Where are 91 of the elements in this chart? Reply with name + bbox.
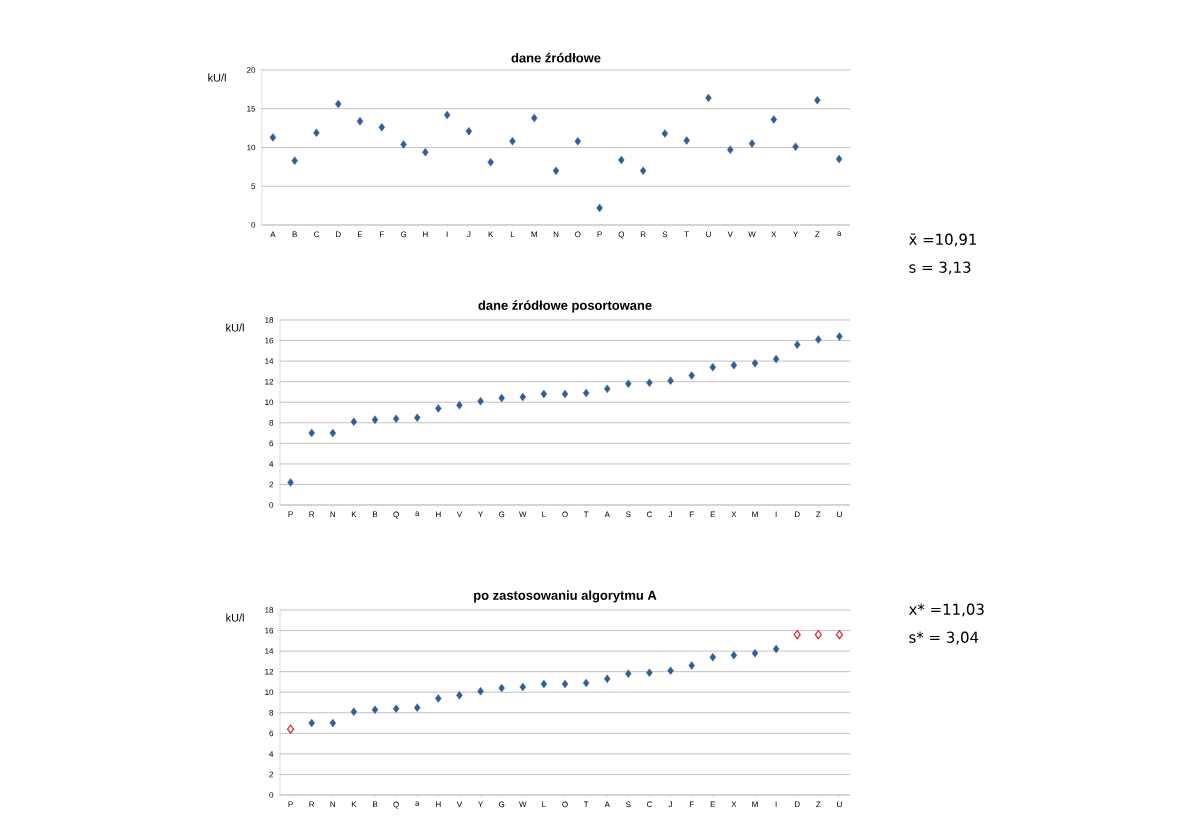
point — [561, 679, 569, 689]
point — [667, 666, 674, 675]
point — [814, 96, 821, 105]
point — [772, 354, 780, 364]
point — [465, 127, 473, 136]
point — [487, 158, 494, 167]
text: x* =11,03 — [908, 603, 984, 617]
point — [705, 93, 712, 103]
point — [422, 147, 429, 157]
point — [574, 137, 581, 146]
point — [836, 332, 843, 341]
point — [835, 630, 844, 640]
point — [531, 113, 538, 123]
chart-title: dane źródłowe — [511, 52, 601, 63]
point — [350, 707, 358, 716]
point — [639, 166, 647, 175]
text: s = 3,13 — [909, 261, 971, 275]
point — [814, 630, 822, 640]
point — [350, 417, 358, 426]
point — [709, 653, 716, 662]
point — [748, 139, 756, 148]
point — [596, 203, 603, 213]
point — [291, 156, 298, 165]
point — [646, 378, 653, 387]
point — [730, 651, 738, 660]
chart-title: dane źródłowe posortowane — [478, 300, 652, 313]
point — [751, 358, 759, 368]
point — [313, 128, 320, 137]
point — [335, 99, 342, 109]
point — [772, 644, 780, 654]
point — [727, 145, 734, 155]
point — [435, 404, 442, 413]
point — [287, 478, 294, 487]
chart-title: po zastosowaniu algorytmu A — [474, 590, 657, 603]
point — [751, 648, 759, 658]
point — [400, 140, 407, 149]
point — [794, 340, 801, 349]
point — [456, 691, 463, 700]
point — [540, 389, 548, 399]
point — [456, 401, 463, 410]
point — [519, 682, 526, 692]
point — [371, 415, 379, 424]
point — [835, 154, 843, 164]
point — [683, 136, 690, 145]
point — [661, 129, 669, 138]
point — [392, 414, 400, 423]
point — [540, 679, 548, 689]
point — [509, 137, 516, 146]
point — [308, 428, 315, 438]
point — [519, 392, 526, 402]
point — [793, 630, 801, 640]
point — [414, 703, 421, 712]
point — [792, 142, 799, 151]
point — [356, 116, 364, 126]
point — [498, 683, 505, 693]
point — [477, 396, 484, 406]
point — [688, 371, 695, 380]
point — [625, 669, 632, 678]
text: s* = 3,04 — [909, 631, 979, 645]
point — [688, 661, 695, 670]
point — [709, 363, 716, 372]
point — [477, 686, 484, 696]
point — [329, 428, 336, 438]
point — [815, 335, 822, 344]
point — [371, 705, 379, 714]
point — [286, 724, 295, 734]
point — [625, 379, 632, 388]
point — [618, 155, 625, 165]
point — [730, 361, 738, 370]
point — [498, 393, 505, 403]
point — [308, 718, 315, 728]
y-axis-title: kU/l — [226, 613, 244, 622]
point — [582, 678, 590, 688]
point — [770, 115, 777, 124]
point — [646, 668, 653, 677]
point — [552, 166, 560, 175]
y-axis-title: kU/l — [226, 323, 244, 332]
point — [392, 704, 400, 713]
point — [435, 694, 442, 703]
y-axis-title: kU/l — [208, 73, 226, 82]
point — [414, 413, 421, 422]
point — [604, 384, 611, 394]
point — [329, 718, 336, 728]
text: x̄ =10,91 — [908, 233, 977, 247]
point — [604, 674, 611, 684]
point — [582, 388, 590, 398]
point — [561, 389, 569, 399]
point — [667, 376, 674, 385]
point — [378, 123, 385, 132]
point — [443, 110, 451, 120]
point — [269, 133, 277, 142]
